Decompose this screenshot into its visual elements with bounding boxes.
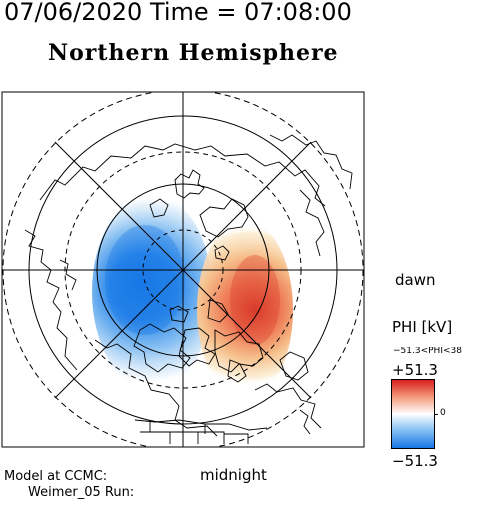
colorbar-zero-tick — [434, 414, 438, 415]
midnight-label: midnight — [200, 466, 267, 484]
colorbar-max-label: +51.3 — [392, 361, 438, 379]
model-label: Model at CCMC: — [4, 469, 108, 484]
dawn-label: dawn — [395, 271, 436, 289]
hemisphere-title: Northern Hemisphere — [48, 40, 339, 66]
meridian-diagonal-2 — [54, 141, 312, 399]
positive-potential-cell-core — [230, 255, 280, 345]
colorbar-zero-label: 0 — [440, 408, 446, 418]
date-time-title: 07/06/2020 Time = 07:08:00 — [4, 0, 352, 26]
colorbar — [391, 379, 435, 449]
colorbar-title: PHI [kV] — [392, 318, 453, 336]
colorbar-range-text: −51.3<PHI<38 — [393, 347, 462, 356]
colorbar-min-label: −51.3 — [392, 452, 438, 470]
run-label: Weimer_05 Run: — [28, 485, 135, 500]
coastlines — [24, 134, 353, 444]
map-frame — [1, 91, 365, 448]
